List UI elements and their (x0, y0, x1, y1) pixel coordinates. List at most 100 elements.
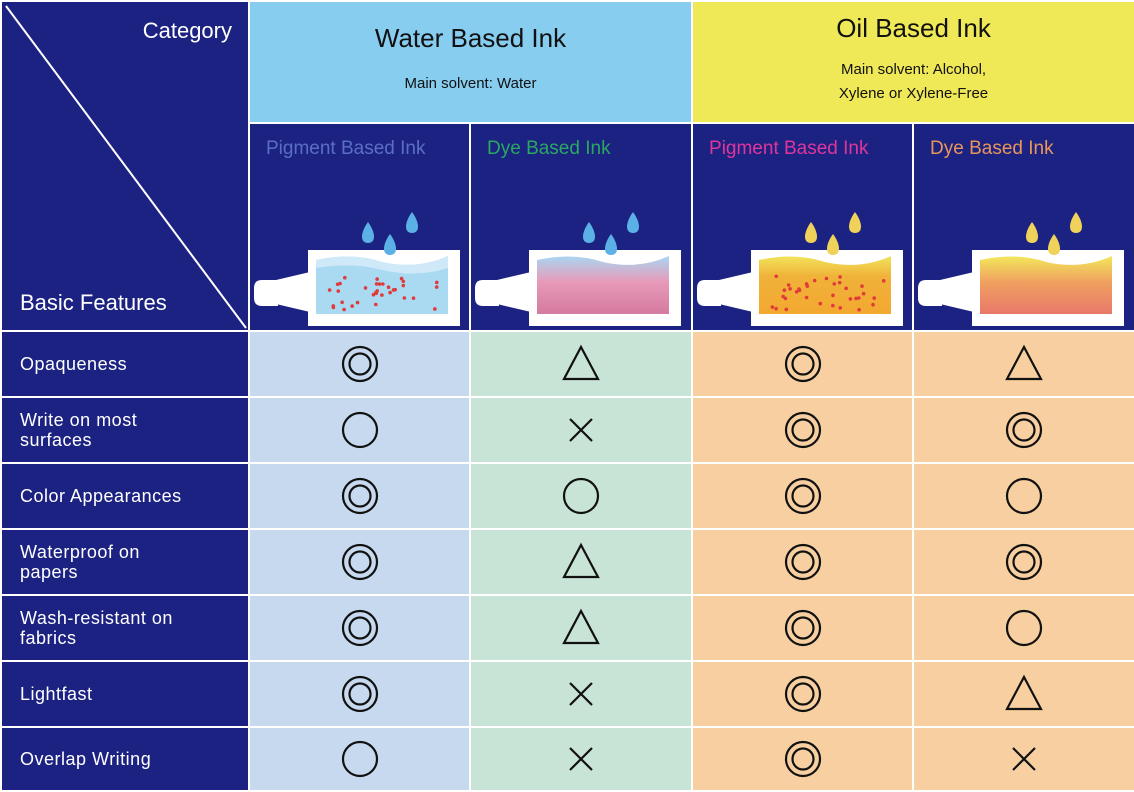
rating-cell (468, 330, 694, 398)
header-corner: Category Basic Features (0, 0, 250, 332)
marker-ink-bottle-icon (254, 212, 460, 326)
basic-features-label: Basic Features (20, 290, 167, 315)
feature-label: Overlap Writing (0, 726, 250, 792)
group-subtitle: Main solvent: Water (250, 72, 691, 96)
marker-ink-bottle-icon (475, 212, 681, 326)
cross-icon (1012, 747, 1036, 771)
subtitle-line: Main solvent: Water (404, 74, 537, 92)
table-row: Overlap Writing (0, 726, 1134, 792)
diagonal-divider (5, 5, 247, 329)
rating-cell (691, 462, 915, 530)
ink-drop-icon (1048, 234, 1061, 255)
ink-drop-icon (605, 234, 617, 255)
ink-type-name: Dye Based Ink (930, 138, 1054, 159)
table-row: Write on most surfaces (0, 396, 1134, 464)
double-circle-icon (341, 345, 378, 383)
oil-based-ink-header: Oil Based Ink Main solvent: Alcohol, Xyl… (691, 0, 1134, 124)
feature-label: Lightfast (0, 660, 250, 728)
feature-label: Waterproof on papers (0, 528, 250, 596)
circle-icon (1005, 609, 1043, 647)
feature-label: Wash-resistant on fabrics (0, 594, 250, 662)
ink-drop-icon (627, 212, 639, 233)
rating-cell (248, 330, 471, 398)
ink-drop-icon (406, 212, 418, 233)
double-circle-icon (784, 411, 821, 449)
rating-cell (912, 330, 1134, 398)
cross-icon (569, 682, 593, 706)
table-row: Lightfast (0, 660, 1134, 728)
rating-cell (912, 660, 1134, 728)
cross-icon (569, 747, 593, 771)
ink-drop-icon (384, 234, 396, 255)
rating-cell (691, 528, 915, 596)
double-circle-icon (341, 675, 378, 713)
table-row: Color Appearances (0, 462, 1134, 530)
circle-icon (341, 411, 378, 449)
rating-cell (248, 660, 471, 728)
double-circle-icon (784, 740, 821, 778)
table-row: Waterproof on papers (0, 528, 1134, 596)
rating-cell (912, 528, 1134, 596)
double-circle-icon (341, 543, 378, 581)
double-circle-icon (784, 477, 821, 515)
rating-cell (691, 660, 915, 728)
feature-label: Write on most surfaces (0, 396, 250, 464)
rating-cell (468, 594, 694, 662)
rating-cell (248, 462, 471, 530)
double-circle-icon (784, 345, 821, 383)
rating-cell (468, 660, 694, 728)
ink-type-water-pigment: Pigment Based Ink (248, 122, 471, 332)
ink-type-name: Pigment Based Ink (266, 138, 426, 159)
ink-drop-icon (849, 212, 862, 233)
triangle-icon (1005, 344, 1043, 381)
ink-type-oil-dye: Dye Based Ink (912, 122, 1134, 332)
ink-drop-icon (1026, 222, 1039, 243)
circle-icon (562, 477, 600, 515)
double-circle-icon (784, 609, 821, 647)
feature-label: Opaqueness (0, 330, 250, 398)
rating-cell (691, 396, 915, 464)
rating-cell (468, 396, 694, 464)
ink-drop-icon (827, 234, 840, 255)
ink-type-water-dye: Dye Based Ink (468, 122, 694, 332)
triangle-icon (562, 542, 600, 579)
subtitle-line: Main solvent: Alcohol, (840, 60, 987, 78)
rating-cell (468, 462, 694, 530)
rating-cell (468, 726, 694, 792)
circle-icon (341, 740, 378, 778)
double-circle-icon (1005, 411, 1043, 449)
double-circle-icon (784, 543, 821, 581)
double-circle-icon (341, 609, 378, 647)
rating-cell (248, 528, 471, 596)
ink-type-name: Pigment Based Ink (709, 138, 869, 159)
ink-drop-icon (805, 222, 818, 243)
subtitle-line: Xylene or Xylene-Free (838, 84, 989, 102)
ink-type-oil-pigment: Pigment Based Ink (691, 122, 915, 332)
triangle-icon (562, 608, 600, 645)
rating-cell (691, 330, 915, 398)
water-based-ink-header: Water Based Ink Main solvent: Water (247, 0, 694, 124)
category-label: Category (142, 18, 232, 43)
marker-ink-bottle-icon (697, 212, 904, 326)
rating-cell (248, 594, 471, 662)
triangle-icon (1005, 674, 1043, 711)
table-row: Opaqueness (0, 330, 1134, 398)
rating-cell (912, 462, 1134, 530)
feature-label: Color Appearances (0, 462, 250, 530)
circle-icon (1005, 477, 1043, 515)
group-title: Water Based Ink (374, 22, 567, 53)
double-circle-icon (341, 477, 378, 515)
rating-cell (248, 396, 471, 464)
rating-cell (691, 594, 915, 662)
table-row: Wash-resistant on fabrics (0, 594, 1134, 662)
double-circle-icon (784, 675, 821, 713)
rating-cell (912, 726, 1134, 792)
rating-cell (691, 726, 915, 792)
rating-cell (912, 396, 1134, 464)
ink-drop-icon (583, 222, 595, 243)
cross-icon (569, 418, 593, 442)
double-circle-icon (1005, 543, 1043, 581)
ink-drop-icon (362, 222, 374, 243)
group-title: Oil Based Ink (836, 12, 991, 43)
